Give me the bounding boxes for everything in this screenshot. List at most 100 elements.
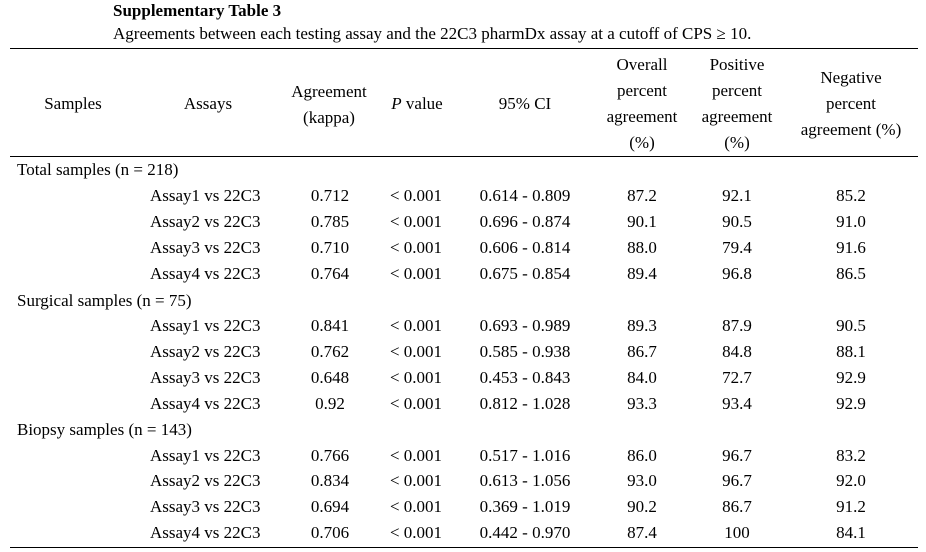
row-ppa: 96.8 xyxy=(722,264,752,283)
bottom-rule xyxy=(10,547,918,548)
row-pvalue: < 0.001 xyxy=(389,446,443,465)
header-overall: Overall percent agreement (%) xyxy=(606,55,678,152)
header-negative: Negative percent agreement (%) xyxy=(800,68,902,139)
row-opa: 87.2 xyxy=(627,186,657,205)
row-opa: 84.0 xyxy=(627,368,657,387)
table-caption: Supplementary Table 3 Agreements between… xyxy=(113,0,751,45)
row-ppa: 93.4 xyxy=(722,394,752,413)
row-assay: Assay4 vs 22C3 xyxy=(150,523,261,542)
row-ci: 0.442 - 0.970 xyxy=(479,523,571,542)
row-ci: 0.517 - 1.016 xyxy=(479,446,571,465)
row-kappa: 0.766 xyxy=(310,446,350,465)
table-subtitle: Agreements between each testing assay an… xyxy=(113,24,752,43)
row-ppa: 87.9 xyxy=(722,316,752,335)
row-opa: 90.2 xyxy=(627,497,657,516)
row-ppa: 96.7 xyxy=(722,471,752,490)
row-opa: 93.0 xyxy=(627,471,657,490)
row-pvalue: < 0.001 xyxy=(389,264,443,283)
row-ci: 0.369 - 1.019 xyxy=(479,497,571,516)
row-kappa: 0.712 xyxy=(310,186,350,205)
header-pvalue: P value xyxy=(377,91,457,117)
row-assay: Assay2 vs 22C3 xyxy=(150,471,261,490)
row-assay: Assay1 vs 22C3 xyxy=(150,446,261,465)
row-pvalue: < 0.001 xyxy=(389,186,443,205)
row-ci: 0.812 - 1.028 xyxy=(479,394,571,413)
row-kappa: 0.764 xyxy=(310,264,350,283)
row-npa: 92.9 xyxy=(836,368,866,387)
row-ci: 0.693 - 0.989 xyxy=(479,316,571,335)
row-assay: Assay3 vs 22C3 xyxy=(150,497,261,516)
row-opa: 93.3 xyxy=(627,394,657,413)
row-pvalue: < 0.001 xyxy=(389,316,443,335)
row-pvalue: < 0.001 xyxy=(389,342,443,361)
row-npa: 88.1 xyxy=(836,342,866,361)
row-npa: 91.6 xyxy=(836,238,866,257)
row-npa: 91.0 xyxy=(836,212,866,231)
group-label-total: Total samples (n = 218) xyxy=(17,160,179,179)
row-npa: 92.9 xyxy=(836,394,866,413)
row-ppa: 100 xyxy=(724,523,750,542)
row-assay: Assay4 vs 22C3 xyxy=(150,264,261,283)
row-ci: 0.675 - 0.854 xyxy=(479,264,571,283)
row-pvalue: < 0.001 xyxy=(389,212,443,231)
top-rule xyxy=(10,48,918,49)
row-kappa: 0.710 xyxy=(310,238,350,257)
row-assay: Assay3 vs 22C3 xyxy=(150,368,261,387)
header-assays: Assays xyxy=(183,94,233,113)
row-pvalue: < 0.001 xyxy=(389,238,443,257)
row-pvalue: < 0.001 xyxy=(389,497,443,516)
row-ci: 0.453 - 0.843 xyxy=(479,368,571,387)
row-npa: 86.5 xyxy=(836,264,866,283)
header-agreement: Agreement (kappa) xyxy=(291,82,367,127)
header-samples: Samples xyxy=(44,94,102,113)
row-ppa: 90.5 xyxy=(722,212,752,231)
row-kappa: 0.841 xyxy=(310,316,350,335)
group-label-biopsy: Biopsy samples (n = 143) xyxy=(17,420,192,439)
row-assay: Assay2 vs 22C3 xyxy=(150,342,261,361)
row-kappa: 0.762 xyxy=(310,342,350,361)
row-pvalue: < 0.001 xyxy=(389,523,443,542)
row-opa: 90.1 xyxy=(627,212,657,231)
row-pvalue: < 0.001 xyxy=(389,368,443,387)
row-ci: 0.613 - 1.056 xyxy=(479,471,571,490)
row-assay: Assay3 vs 22C3 xyxy=(150,238,261,257)
header-pvalue-rest: value xyxy=(401,94,443,113)
row-opa: 88.0 xyxy=(627,238,657,257)
group-label-surgical: Surgical samples (n = 75) xyxy=(17,291,192,310)
row-npa: 92.0 xyxy=(836,471,866,490)
row-pvalue: < 0.001 xyxy=(389,394,443,413)
row-kappa: 0.785 xyxy=(310,212,350,231)
header-pvalue-italic: P xyxy=(391,94,402,113)
row-npa: 84.1 xyxy=(836,523,866,542)
row-ppa: 96.7 xyxy=(722,446,752,465)
row-assay: Assay1 vs 22C3 xyxy=(150,316,261,335)
row-ci: 0.585 - 0.938 xyxy=(479,342,571,361)
row-ci: 0.696 - 0.874 xyxy=(479,212,571,231)
row-ppa: 84.8 xyxy=(722,342,752,361)
row-assay: Assay2 vs 22C3 xyxy=(150,212,261,231)
row-pvalue: < 0.001 xyxy=(389,471,443,490)
row-kappa: 0.706 xyxy=(310,523,350,542)
row-ppa: 92.1 xyxy=(722,186,752,205)
row-opa: 86.0 xyxy=(627,446,657,465)
row-npa: 90.5 xyxy=(836,316,866,335)
row-npa: 91.2 xyxy=(836,497,866,516)
header-positive: Positive percent agreement (%) xyxy=(701,55,773,152)
row-ci: 0.614 - 0.809 xyxy=(479,186,571,205)
row-ppa: 79.4 xyxy=(722,238,752,257)
header-rule xyxy=(10,156,918,157)
header-ci: 95% CI xyxy=(498,94,552,113)
row-kappa: 0.834 xyxy=(310,471,350,490)
row-kappa: 0.648 xyxy=(310,368,350,387)
row-ppa: 72.7 xyxy=(722,368,752,387)
row-opa: 87.4 xyxy=(627,523,657,542)
row-kappa: 0.694 xyxy=(310,497,350,516)
table-title: Supplementary Table 3 xyxy=(113,1,282,20)
row-kappa: 0.92 xyxy=(315,394,345,413)
row-assay: Assay4 vs 22C3 xyxy=(150,394,261,413)
row-ci: 0.606 - 0.814 xyxy=(479,238,571,257)
row-assay: Assay1 vs 22C3 xyxy=(150,186,261,205)
row-opa: 89.3 xyxy=(627,316,657,335)
row-npa: 83.2 xyxy=(836,446,866,465)
row-opa: 86.7 xyxy=(627,342,657,361)
